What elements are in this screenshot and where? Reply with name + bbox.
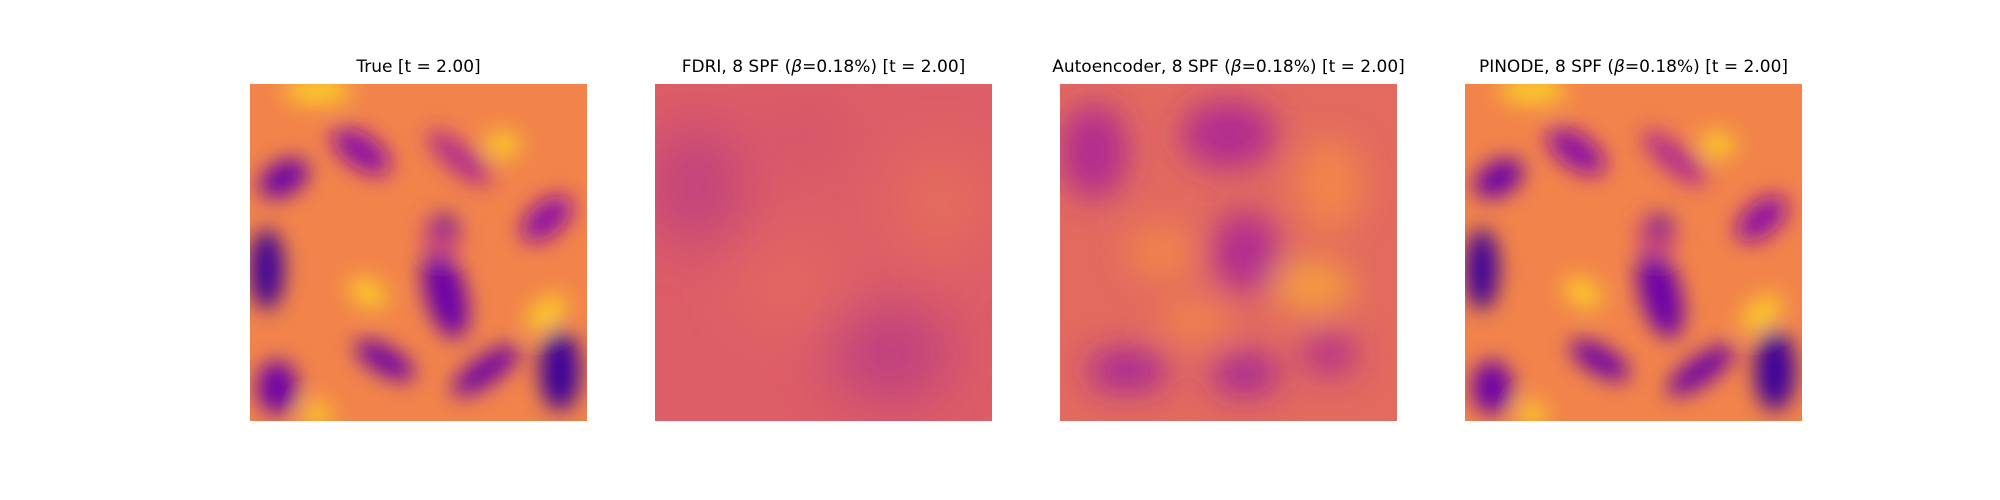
title-suffix: =0.18%) [t = 2.00]	[1624, 57, 1789, 77]
beta-symbol: β	[791, 57, 803, 77]
field-true	[250, 84, 587, 421]
title-prefix: True	[356, 57, 393, 77]
title-prefix: FDRI, 8 SPF (	[681, 57, 792, 77]
panel-title: PINODE, 8 SPF (β=0.18%) [t = 2.00]	[1385, 56, 1882, 78]
field-autoencoder	[1060, 84, 1397, 421]
panel-title: FDRI, 8 SPF (β=0.18%) [t = 2.00]	[575, 56, 1072, 78]
title-prefix: Autoencoder, 8 SPF (	[1052, 57, 1231, 77]
title-suffix: =0.18%) [t = 2.00]	[1241, 57, 1405, 77]
title-suffix: [t = 2.00]	[397, 57, 481, 77]
field-pinode	[1465, 84, 1802, 421]
beta-symbol: β	[1614, 57, 1625, 77]
beta-symbol: β	[1230, 57, 1242, 77]
title-suffix: =0.18%) [t = 2.00]	[802, 57, 966, 77]
panel-title: True [t = 2.00]	[170, 56, 667, 78]
field-fdri	[655, 84, 992, 421]
title-prefix: PINODE, 8 SPF (	[1478, 57, 1615, 77]
panel-title: Autoencoder, 8 SPF (β=0.18%) [t = 2.00]	[980, 56, 1477, 78]
